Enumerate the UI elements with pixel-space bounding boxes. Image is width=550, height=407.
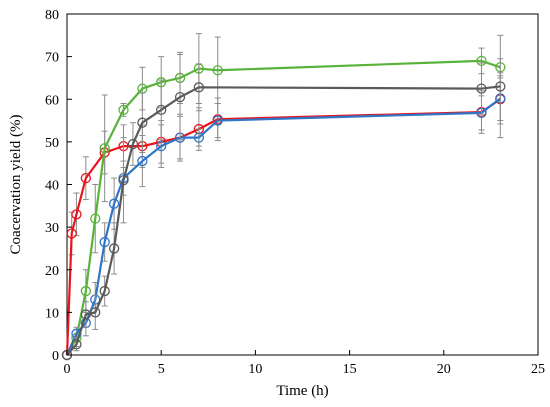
- data-point: [108, 198, 120, 209]
- plot-area: [66, 13, 539, 356]
- data-point: [80, 309, 91, 320]
- x-tick-label: 20: [437, 362, 451, 377]
- y-tick-label: 70: [45, 51, 59, 66]
- data-point: [137, 117, 148, 128]
- data-point: [80, 172, 91, 184]
- data-point: [99, 143, 110, 154]
- data-point: [66, 228, 77, 239]
- data-point: [99, 236, 110, 248]
- series-line: [65, 97, 501, 356]
- y-tick-label: 30: [45, 221, 59, 236]
- data-point: [99, 285, 110, 297]
- series-3: [61, 72, 506, 361]
- x-tick-label: 0: [64, 362, 71, 377]
- y-tick-label: 80: [45, 8, 59, 23]
- data-point: [137, 155, 148, 167]
- data-point: [156, 104, 167, 116]
- data-point: [193, 132, 205, 143]
- y-tick-label: 40: [45, 179, 59, 194]
- y-tick-label: 20: [45, 264, 59, 279]
- data-point: [118, 104, 129, 116]
- y-tick-label: 10: [45, 306, 59, 321]
- data-point: [495, 81, 506, 92]
- data-point: [212, 115, 223, 126]
- y-tick-label: 0: [52, 349, 59, 364]
- data-point: [71, 209, 82, 220]
- data-point: [108, 243, 120, 254]
- data-point: [156, 140, 167, 152]
- series-1: [61, 77, 506, 361]
- x-tick-label: 15: [343, 362, 357, 377]
- x-tick-label: 10: [248, 362, 262, 377]
- series-layer: [61, 33, 506, 361]
- x-tick-label: 25: [531, 362, 545, 377]
- y-tick-label: 50: [45, 136, 59, 151]
- data-point: [71, 339, 82, 350]
- series-4: [61, 34, 506, 361]
- plot-frame: [66, 13, 539, 356]
- axes-layer: 0 5 10 15 20 25 0 10 20 30 40 50 60 70 80: [45, 8, 545, 377]
- series-line: [65, 98, 501, 356]
- data-point: [212, 65, 223, 76]
- data-point: [80, 285, 91, 297]
- y-tick-label: 60: [45, 93, 59, 108]
- series-line: [66, 85, 501, 356]
- data-point: [174, 91, 186, 103]
- series-line: [66, 59, 501, 356]
- x-tick-label: 5: [158, 362, 165, 377]
- data-point: [476, 83, 487, 94]
- data-point: [127, 138, 139, 150]
- y-axis-title: Coacervation yield (%): [8, 115, 24, 255]
- data-point: [118, 175, 129, 186]
- series-2: [61, 33, 506, 361]
- data-point: [90, 213, 101, 224]
- data-point: [193, 82, 205, 93]
- x-axis-title: Time (h): [276, 383, 328, 399]
- data-point: [90, 307, 101, 318]
